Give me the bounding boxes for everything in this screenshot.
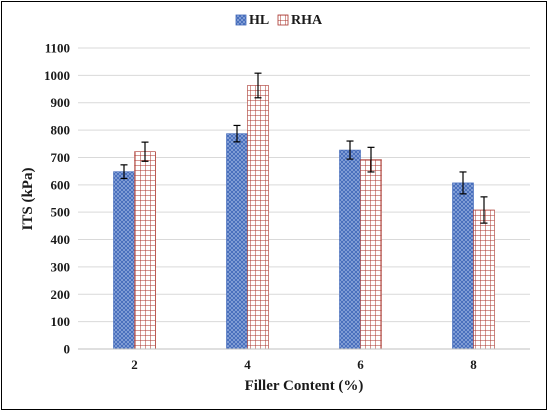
y-tick-label: 700	[51, 150, 71, 165]
bar-hl-8	[452, 182, 474, 350]
y-tick-label: 1100	[45, 41, 70, 56]
bar-hl-4	[226, 133, 248, 350]
y-tick-label: 500	[51, 205, 71, 220]
legend-swatch-hl	[235, 14, 247, 26]
legend-swatch-rha	[277, 14, 289, 26]
x-tick-label: 2	[131, 357, 138, 372]
bar-rha-2	[134, 151, 156, 350]
bar-rha-8	[473, 209, 495, 350]
bars	[113, 85, 495, 350]
y-tick-label: 300	[51, 259, 71, 274]
x-axis-title: Filler Content (%)	[245, 378, 364, 394]
y-tick-label: 600	[51, 177, 71, 192]
y-tick-labels: 0 100 200 300 400 500 600 700 800 900 1000 1100	[44, 41, 70, 357]
y-tick-label: 400	[51, 232, 71, 247]
y-tick-label: 100	[51, 314, 71, 329]
bar-hl-6	[339, 149, 361, 350]
bar-rha-4	[247, 85, 269, 350]
error-bars	[120, 72, 488, 224]
y-tick-label: 800	[51, 123, 71, 138]
y-tick-label: 1000	[44, 68, 70, 83]
legend-label-hl: HL	[249, 13, 269, 28]
x-tick-label: 4	[244, 357, 251, 372]
y-tick-label: 0	[64, 342, 71, 357]
y-axis-title: ITS (kPa)	[20, 168, 36, 231]
x-tick-label: 8	[470, 357, 477, 372]
legend: HL RHA	[235, 13, 323, 28]
x-tick-labels: 2 4 6 8	[131, 357, 477, 372]
legend-label-rha: RHA	[291, 13, 323, 28]
y-tick-label: 900	[51, 95, 71, 110]
bar-rha-6	[360, 159, 382, 350]
y-tick-label: 200	[51, 287, 71, 302]
bar-hl-2	[113, 171, 135, 350]
x-tick-label: 6	[357, 357, 364, 372]
